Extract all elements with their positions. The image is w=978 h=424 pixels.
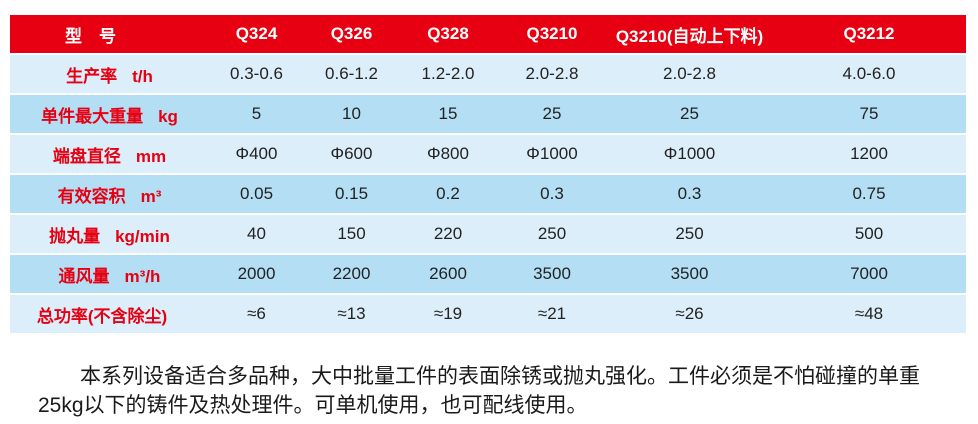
table-cell: 2.0-2.8 <box>497 55 607 93</box>
column-header-model-label: 型 号 <box>10 15 209 53</box>
table-cell: 250 <box>497 215 607 253</box>
column-header-q326: Q326 <box>304 15 399 53</box>
description-line: 25kg以下的铸件及热处理件。可单机使用，也可配线使用。 <box>38 394 588 417</box>
column-header-q3212: Q3212 <box>772 15 966 53</box>
row-label-text: 有效容积 <box>57 186 126 206</box>
table-cell: 5 <box>209 95 304 133</box>
table-cell: 25 <box>607 95 772 133</box>
table-cell: 0.3 <box>497 175 607 213</box>
table-row-ventilation: 通风量 m³/h 2000 2200 2600 3500 3500 7000 <box>10 255 966 293</box>
table-cell: 150 <box>304 215 399 253</box>
table-cell: 4.0-6.0 <box>772 55 966 93</box>
table-cell: Φ400 <box>209 135 304 173</box>
table-cell: 0.3-0.6 <box>209 55 304 93</box>
row-label-text: 总功率(不含除尘) <box>36 306 168 326</box>
table-cell: 1200 <box>772 135 966 173</box>
table-row-production-rate: 生产率 t/h 0.3-0.6 0.6-1.2 1.2-2.0 2.0-2.8 2… <box>10 55 966 93</box>
table-row-effective-volume: 有效容积 m³ 0.05 0.15 0.2 0.3 0.3 0.75 <box>10 175 966 213</box>
column-header-q328: Q328 <box>399 15 497 53</box>
table-cell: 2000 <box>209 255 304 293</box>
table-cell: 40 <box>209 215 304 253</box>
table-cell: Φ800 <box>399 135 497 173</box>
table-cell: 0.15 <box>304 175 399 213</box>
column-header-q3210: Q3210 <box>497 15 607 53</box>
table-cell: 2200 <box>304 255 399 293</box>
column-header-q3210-auto: Q3210(自动上下料) <box>607 15 772 53</box>
row-unit: mm <box>135 146 167 166</box>
table-header-row: 型 号 Q324 Q326 Q328 Q3210 Q3210(自动上下料) Q3… <box>10 15 966 53</box>
row-label-shot-flow: 抛丸量 kg/min <box>10 215 209 253</box>
table-cell: ≈26 <box>607 295 772 333</box>
table-cell: 10 <box>304 95 399 133</box>
row-label-disc-diameter: 端盘直径 mm <box>10 135 209 173</box>
table-cell: 0.3 <box>607 175 772 213</box>
table-cell: 0.05 <box>209 175 304 213</box>
table-cell: Φ1000 <box>607 135 772 173</box>
table-cell: 75 <box>772 95 966 133</box>
description-paragraph: 本系列设备适合多品种，大中批量工件的表面除锈或抛丸强化。工件必须是不怕碰撞的单重… <box>38 362 950 420</box>
row-unit: m³ <box>140 186 162 206</box>
row-unit: kg <box>158 106 178 126</box>
table-cell: 2600 <box>399 255 497 293</box>
table-cell: ≈48 <box>772 295 966 333</box>
row-unit: kg/min <box>115 226 170 246</box>
spec-table: 型 号 Q324 Q326 Q328 Q3210 Q3210(自动上下料) Q3… <box>10 13 966 335</box>
table-row-disc-diameter: 端盘直径 mm Φ400 Φ600 Φ800 Φ1000 Φ1000 1200 <box>10 135 966 173</box>
table-cell: 3500 <box>497 255 607 293</box>
table-row-shot-flow: 抛丸量 kg/min 40 150 220 250 250 500 <box>10 215 966 253</box>
table-cell: 15 <box>399 95 497 133</box>
description-line: 本系列设备适合多品种，大中批量工件的表面除锈或抛丸强化。工件必须是不怕碰撞的单重 <box>80 365 920 388</box>
table-cell: ≈21 <box>497 295 607 333</box>
table-cell: ≈13 <box>304 295 399 333</box>
row-label-text: 端盘直径 <box>52 146 121 166</box>
table-cell: 0.2 <box>399 175 497 213</box>
row-label-production-rate: 生产率 t/h <box>10 55 209 93</box>
table-cell: 1.2-2.0 <box>399 55 497 93</box>
row-label-max-piece-weight: 单件最大重量 kg <box>10 95 209 133</box>
table-cell: 7000 <box>772 255 966 293</box>
table-cell: Φ600 <box>304 135 399 173</box>
table-cell: ≈19 <box>399 295 497 333</box>
row-unit: t/h <box>132 66 153 86</box>
row-label-effective-volume: 有效容积 m³ <box>10 175 209 213</box>
row-unit: m³/h <box>124 266 161 286</box>
row-label-total-power: 总功率(不含除尘) <box>10 295 209 333</box>
row-label-text: 单件最大重量 <box>41 106 144 126</box>
table-row-max-piece-weight: 单件最大重量 kg 5 10 15 25 25 75 <box>10 95 966 133</box>
table-cell: 2.0-2.8 <box>607 55 772 93</box>
row-label-ventilation: 通风量 m³/h <box>10 255 209 293</box>
table-cell: ≈6 <box>209 295 304 333</box>
table-cell: Φ1000 <box>497 135 607 173</box>
table-cell: 0.75 <box>772 175 966 213</box>
table-cell: 500 <box>772 215 966 253</box>
table-cell: 25 <box>497 95 607 133</box>
table-cell: 3500 <box>607 255 772 293</box>
table-cell: 220 <box>399 215 497 253</box>
row-label-text: 抛丸量 <box>49 226 101 246</box>
row-label-text: 生产率 <box>66 66 118 86</box>
row-label-text: 通风量 <box>58 266 110 286</box>
table-cell: 0.6-1.2 <box>304 55 399 93</box>
table-row-total-power: 总功率(不含除尘) ≈6 ≈13 ≈19 ≈21 ≈26 ≈48 <box>10 295 966 333</box>
column-header-q324: Q324 <box>209 15 304 53</box>
table-cell: 250 <box>607 215 772 253</box>
